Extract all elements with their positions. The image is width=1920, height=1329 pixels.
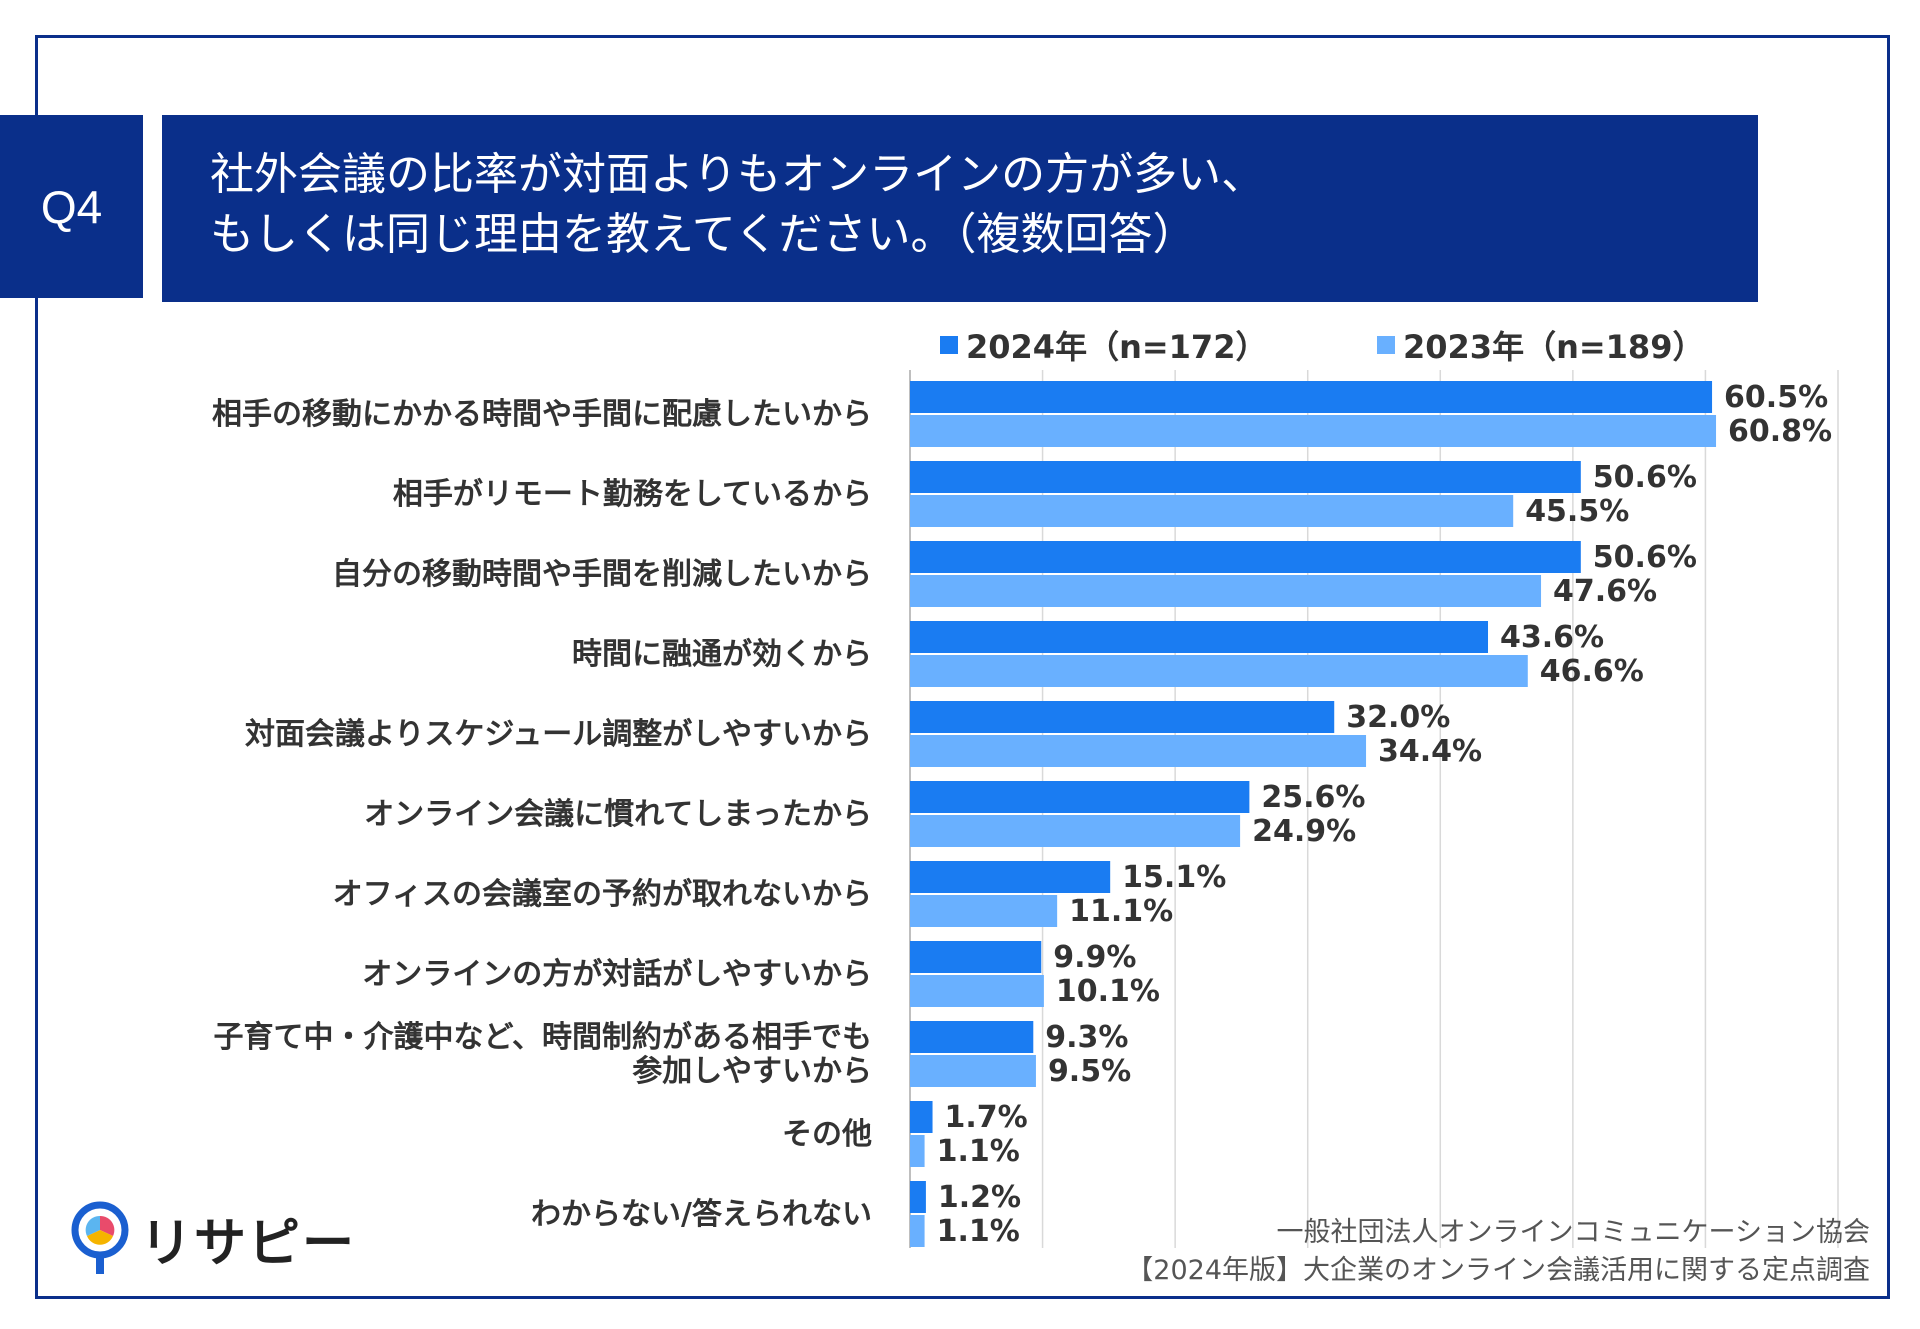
legend-label-2023: 2023年（n=189） xyxy=(1403,328,1705,366)
question-number: Q4 xyxy=(0,115,143,298)
legend-swatch-2024 xyxy=(940,336,958,354)
category-label: 時間に融通が効くから xyxy=(572,637,872,672)
bar-2023 xyxy=(910,975,1044,1007)
bar-2024 xyxy=(910,861,1111,893)
legend-item-2024: 2024年（n=172） xyxy=(940,322,1267,368)
data-label-2023: 45.5% xyxy=(1525,494,1629,529)
bar-2023 xyxy=(910,735,1367,767)
legend-item-2023: 2023年（n=189） xyxy=(1377,322,1704,368)
bar-2024 xyxy=(910,1021,1034,1053)
category-label: 自分の移動時間や手間を削減したいから xyxy=(332,557,872,592)
logo: リサピー xyxy=(70,1200,356,1276)
data-label-2024: 15.1% xyxy=(1122,860,1226,895)
data-label-2024: 43.6% xyxy=(1500,620,1604,655)
data-label-2023: 34.4% xyxy=(1378,734,1482,769)
bar-2023 xyxy=(910,575,1542,607)
data-label-2023: 1.1% xyxy=(937,1134,1020,1169)
category-label: その他 xyxy=(782,1117,872,1152)
category-label: 対面会議よりスケジュール調整がしやすいから xyxy=(245,717,872,752)
data-label-2023: 9.5% xyxy=(1048,1054,1131,1089)
logo-text: リサピー xyxy=(140,1213,357,1274)
bar-2024 xyxy=(910,541,1581,573)
bar-2024 xyxy=(910,621,1489,653)
bar-2023 xyxy=(910,655,1528,687)
data-label-2024: 60.5% xyxy=(1724,380,1828,415)
chart-frame xyxy=(35,35,1890,1299)
data-label-2023: 60.8% xyxy=(1728,414,1832,449)
bar-2023 xyxy=(910,415,1717,447)
category-label: 相手がリモート勤務をしているから xyxy=(393,477,872,512)
bar-2023 xyxy=(910,815,1241,847)
source-survey: 【2024年版】大企業のオンライン会議活用に関する定点調査 xyxy=(1126,1255,1870,1286)
data-label-2023: 10.1% xyxy=(1056,974,1160,1009)
data-label-2024: 32.0% xyxy=(1346,700,1450,735)
data-label-2024: 25.6% xyxy=(1261,780,1365,815)
bar-2024 xyxy=(910,941,1042,973)
category-label: オンライン会議に慣れてしまったから xyxy=(364,797,872,832)
bar-2024 xyxy=(910,1101,933,1133)
bar-2023 xyxy=(910,1055,1036,1087)
question-title-line1: 社外会議の比率が対面よりもオンラインの方が多い、 xyxy=(210,149,1266,200)
data-label-2024: 9.3% xyxy=(1045,1020,1128,1055)
question-title: 社外会議の比率が対面よりもオンラインの方が多い、 もしくは同じ理由を教えてくださ… xyxy=(162,115,1758,302)
data-label-2024: 50.6% xyxy=(1593,460,1697,495)
data-label-2024: 50.6% xyxy=(1593,540,1697,575)
category-label: オンラインの方が対話がしやすいから xyxy=(362,957,872,992)
bar-2023 xyxy=(910,495,1514,527)
question-title-line2: もしくは同じ理由を教えてください。（複数回答） xyxy=(210,209,1197,260)
data-label-2023: 11.1% xyxy=(1069,894,1173,929)
source-org: 一般社団法人オンラインコミュニケーション協会 xyxy=(1276,1217,1870,1248)
legend-swatch-2023 xyxy=(1377,336,1395,354)
category-label: オフィスの会議室の予約が取れないから xyxy=(333,877,872,912)
category-label: 相手の移動にかかる時間や手間に配慮したいから xyxy=(212,397,872,432)
legend-label-2024: 2024年（n=172） xyxy=(966,328,1268,366)
data-label-2023: 46.6% xyxy=(1540,654,1644,689)
bar-2024 xyxy=(910,1181,926,1213)
bar-2023 xyxy=(910,1215,925,1247)
bar-2024 xyxy=(910,461,1581,493)
data-label-2024: 1.2% xyxy=(938,1180,1021,1215)
bar-2024 xyxy=(910,701,1335,733)
data-label-2024: 1.7% xyxy=(945,1100,1028,1135)
bar-2024 xyxy=(910,381,1713,413)
bar-2024 xyxy=(910,781,1250,813)
bar-2023 xyxy=(910,895,1058,927)
logo-pin-icon xyxy=(71,1201,129,1274)
category-label: わからない/答えられない xyxy=(531,1197,872,1232)
data-label-2024: 9.9% xyxy=(1053,940,1136,975)
bar-2023 xyxy=(910,1135,925,1167)
data-label-2023: 47.6% xyxy=(1553,574,1657,609)
category-label: 子育て中・介護中など、時間制約がある相手でも参加しやすいから xyxy=(214,1020,873,1089)
data-label-2023: 24.9% xyxy=(1252,814,1356,849)
data-label-2023: 1.1% xyxy=(937,1214,1020,1249)
